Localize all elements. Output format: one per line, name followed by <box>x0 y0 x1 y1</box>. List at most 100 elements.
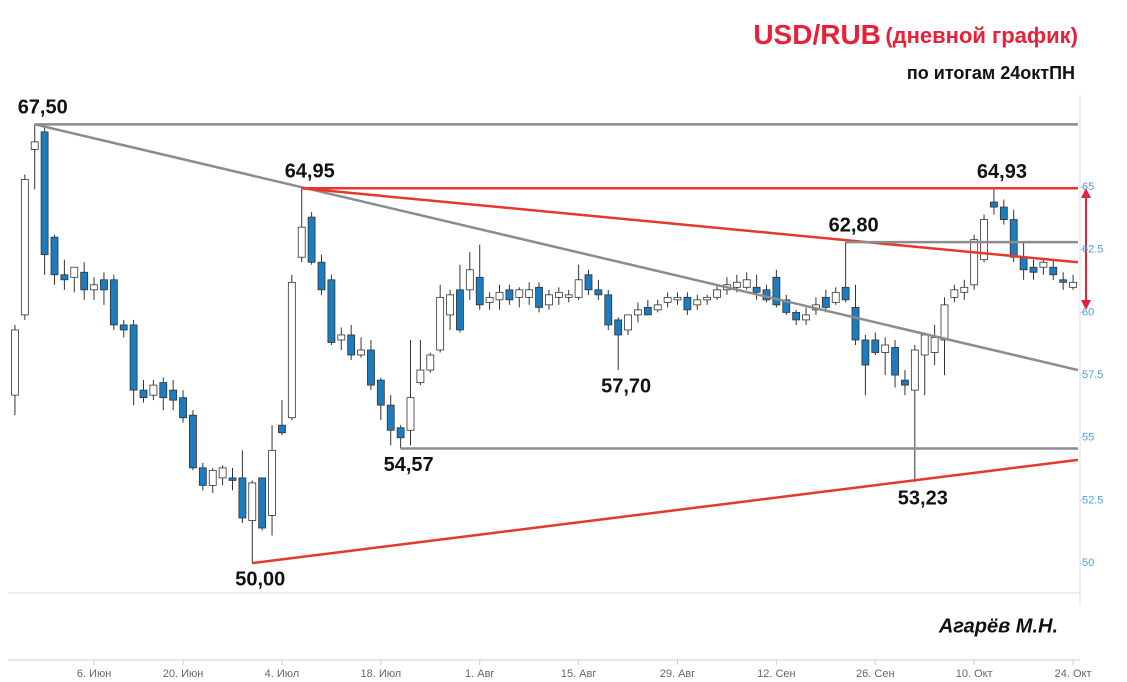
candle-body <box>416 369 425 383</box>
candle-body <box>456 289 464 331</box>
candle-body <box>505 289 514 301</box>
price-annotation: 62,80 <box>829 214 879 236</box>
candle-body <box>1019 256 1028 271</box>
candle-body <box>891 347 899 376</box>
trendline <box>301 187 1079 264</box>
range-arrow <box>1081 188 1091 310</box>
candle-body <box>297 226 306 258</box>
x-tick-label: 12. Сен <box>757 668 795 680</box>
price-annotation: 67,50 <box>18 97 68 119</box>
candle-body <box>703 296 712 301</box>
candle-body <box>40 131 49 256</box>
candle-body <box>990 201 998 208</box>
candle-body <box>70 266 79 278</box>
candle-body <box>604 294 613 326</box>
price-annotation: 54,57 <box>384 454 434 476</box>
candle-body <box>653 304 662 311</box>
price-annotation: 53,23 <box>898 487 948 509</box>
x-tick-label: 29. Авг <box>660 668 696 680</box>
chart-title: USD/RUB (дневной график) <box>753 19 1078 50</box>
candle-body <box>871 339 880 353</box>
candle-body <box>1039 261 1048 268</box>
x-tick-label: 26. Сен <box>856 668 894 680</box>
candle-body <box>327 279 336 343</box>
candle-body <box>268 449 276 516</box>
candle-body <box>861 339 870 366</box>
candle-body <box>752 286 761 293</box>
candle-body <box>436 296 445 351</box>
candle-body <box>119 324 128 331</box>
candle-body <box>228 477 237 481</box>
candle-body <box>406 397 415 431</box>
candle-body <box>564 294 573 298</box>
price-annotation: 64,95 <box>285 161 335 183</box>
candle-body <box>950 289 959 298</box>
candle-body <box>525 289 534 298</box>
candle-body <box>159 382 168 399</box>
candle-body <box>238 477 247 519</box>
candle-body <box>258 477 267 529</box>
x-tick-label: 4. Июл <box>265 668 300 680</box>
candle-body <box>248 482 257 521</box>
x-tick-label: 24. Окт <box>1055 668 1092 680</box>
y-tick-label: 65 <box>1082 181 1094 193</box>
candle-body <box>129 324 138 391</box>
candle-body <box>11 329 19 396</box>
x-tick-label: 1. Авг <box>465 668 494 680</box>
candle-body <box>643 306 652 316</box>
candle-body <box>139 389 148 399</box>
candle-body <box>554 291 563 298</box>
candle-body <box>337 334 346 341</box>
candle-body <box>1009 219 1018 258</box>
candle-body <box>693 299 702 306</box>
candle-body <box>446 294 454 316</box>
candle-body <box>821 296 830 308</box>
candle-body <box>465 269 474 291</box>
candle-body <box>169 389 178 401</box>
candle-body <box>80 271 89 291</box>
candle-body <box>584 274 593 291</box>
candle-body <box>20 179 29 316</box>
candle-body <box>841 286 850 301</box>
candle-body <box>683 296 692 311</box>
candle-body <box>50 236 59 276</box>
x-tick-label: 10. Окт <box>956 668 993 680</box>
candle-body <box>317 261 326 291</box>
candle-body <box>881 344 890 353</box>
candle-body <box>287 281 296 419</box>
candle-body <box>999 206 1008 221</box>
candle-body <box>278 424 286 434</box>
candle-body <box>920 334 929 356</box>
title-main: USD/RUB <box>753 19 881 50</box>
candle-body <box>1069 281 1077 288</box>
candle-body <box>495 291 504 301</box>
candle-body <box>772 276 781 306</box>
y-tick-label: 60 <box>1082 306 1094 318</box>
candle-body <box>60 274 69 281</box>
candle-body <box>109 279 118 326</box>
x-tick-label: 20. Июн <box>163 668 204 680</box>
candle-body <box>782 299 791 313</box>
candle-body <box>396 427 405 439</box>
candle-body <box>149 384 158 396</box>
trendline <box>34 123 1079 372</box>
chart-subtitle: по итогам 24октПН <box>907 63 1075 83</box>
candle-body <box>742 279 751 288</box>
candle-body <box>713 289 721 298</box>
candle-body <box>910 349 919 391</box>
y-tick-label: 62.5 <box>1082 244 1103 256</box>
candle-body <box>208 469 217 486</box>
y-tick-label: 52.5 <box>1082 494 1103 506</box>
candle-body <box>485 296 494 303</box>
candle-body <box>970 239 979 286</box>
candle-body <box>831 291 840 303</box>
candle-body <box>376 379 385 406</box>
candle-body <box>802 314 810 321</box>
candle-body <box>1049 266 1058 276</box>
candle-body <box>901 379 909 386</box>
candle-body <box>663 296 672 303</box>
candle-body <box>634 309 642 316</box>
price-annotation: 50,00 <box>235 568 285 590</box>
y-tick-label: 55 <box>1082 432 1094 444</box>
